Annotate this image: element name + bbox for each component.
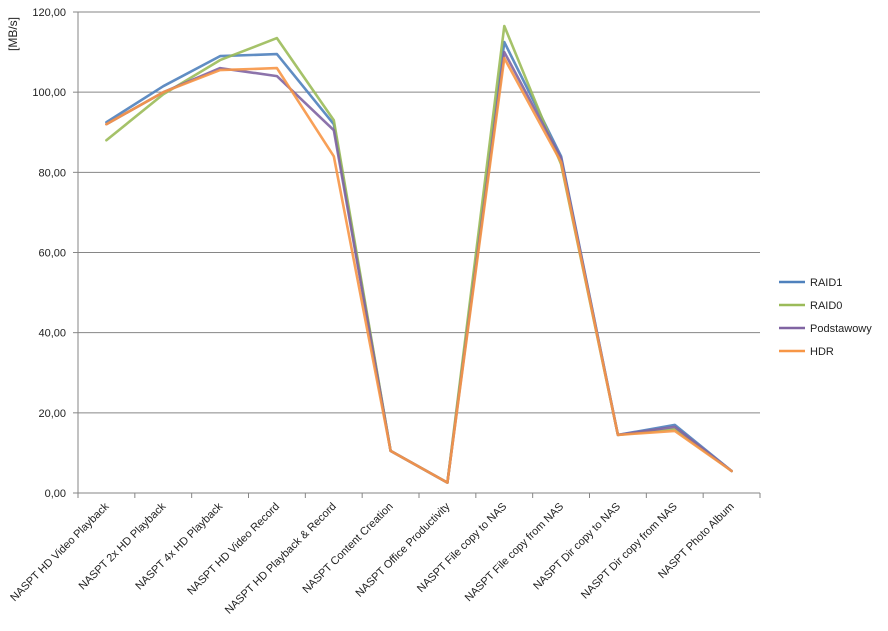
axes	[73, 11, 761, 498]
y-tick-label: 100,00	[32, 87, 66, 99]
x-category-label: NASPT HD Video Playback	[8, 500, 112, 604]
series-line-podstawowy	[105, 50, 733, 484]
y-tick-label: 60,00	[38, 248, 66, 260]
x-category-label: NASPT HD Playback & Record	[223, 501, 339, 617]
legend-label: HDR	[810, 346, 834, 358]
legend-label: Podstawowy	[810, 323, 872, 335]
y-axis-title: [MB/s]	[6, 17, 20, 51]
series-line-raid1	[105, 40, 733, 484]
series-line-hdr	[105, 56, 733, 484]
y-tick-labels: 0,00 20,00 40,00 60,00 80,00 100,00 120,00	[32, 7, 66, 500]
series-line-raid0	[105, 24, 733, 484]
x-category-label: NASPT Office Productivity	[354, 500, 453, 599]
series-lines	[105, 24, 733, 484]
legend-label: RAID1	[810, 277, 842, 289]
legend-label: RAID0	[810, 300, 842, 312]
legend: RAID1 RAID0 Podstawowy HDR	[779, 277, 872, 358]
gridlines	[78, 11, 760, 414]
x-category-label: NASPT Dir copy from NAS	[579, 501, 680, 602]
y-tick-label: 0,00	[45, 488, 66, 500]
y-tick-label: 80,00	[38, 167, 66, 179]
y-tick-label: 40,00	[38, 328, 66, 340]
x-category-label: NASPT HD Video Record	[185, 501, 282, 598]
y-tick-label: 120,00	[32, 7, 66, 19]
x-category-label: NASPT File copy from NAS	[463, 501, 566, 604]
y-tick-label: 20,00	[38, 408, 66, 420]
